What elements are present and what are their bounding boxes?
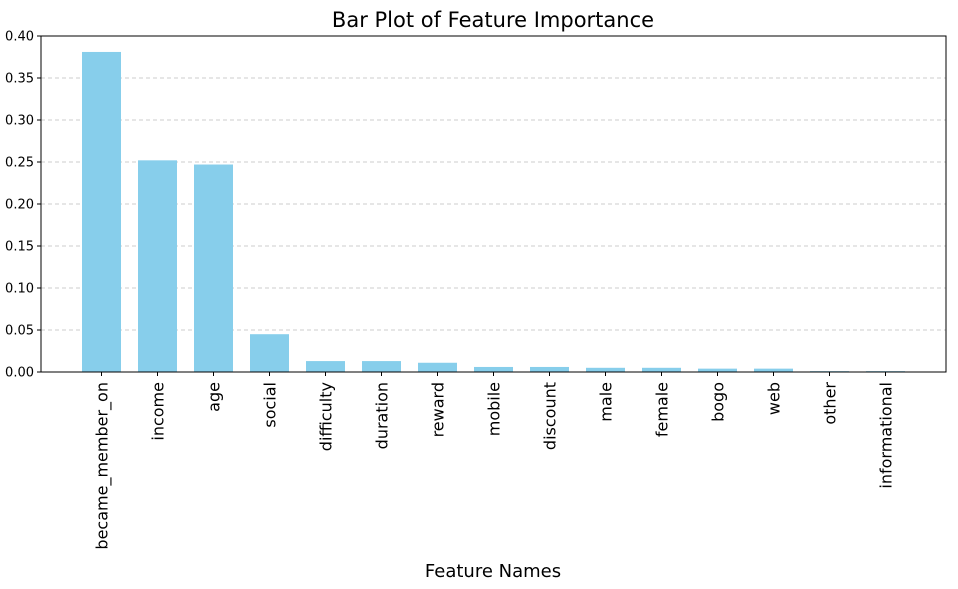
bar-income: [138, 160, 177, 372]
y-tick-label: 0.20: [5, 198, 34, 213]
bar-reward: [418, 362, 457, 372]
y-tick-label: 0.30: [5, 114, 34, 129]
y-tick-label: 0.40: [5, 30, 34, 45]
y-axis: 0.00 0.05 0.10 0.15 0.20 0.25 0.30 0.35 0.40: [5, 30, 41, 381]
y-tick-label: 0.10: [5, 282, 34, 297]
x-tick-label: web: [765, 382, 784, 415]
bar-social: [250, 334, 289, 372]
x-tick-label: social: [261, 382, 280, 428]
y-tick-label: 0.05: [5, 324, 34, 339]
x-axis-label: Feature Names: [425, 561, 561, 582]
x-tick-label: discount: [541, 382, 560, 450]
y-tick-label: 0.25: [5, 156, 34, 171]
x-tick-label: bogo: [709, 382, 728, 422]
bar-difficulty: [306, 361, 345, 372]
x-tick-label: difficulty: [317, 382, 336, 451]
bar-mobile: [474, 366, 513, 372]
x-tick-label: became_member_on: [93, 382, 113, 550]
chart-title: Bar Plot of Feature Importance: [332, 8, 654, 32]
x-tick-label: duration: [373, 382, 392, 449]
bar-female: [642, 367, 681, 372]
x-tick-label: income: [149, 382, 168, 441]
bar-age: [194, 164, 233, 372]
y-tick-label: 0.15: [5, 240, 34, 255]
bar-discount: [530, 366, 569, 372]
x-tick-label: mobile: [485, 382, 504, 436]
bar-male: [586, 367, 625, 372]
y-tick-label: 0.00: [5, 366, 34, 381]
bar-bogo: [698, 368, 737, 372]
bars: [82, 51, 905, 373]
x-axis: became_member_on income age social difficult…: [93, 372, 896, 550]
x-tick-label: male: [597, 382, 616, 422]
x-tick-label: age: [205, 382, 224, 412]
grid-lines: [41, 77, 946, 331]
x-tick-label: reward: [429, 382, 448, 437]
bar-web: [754, 368, 793, 372]
bar-duration: [362, 361, 401, 372]
x-tick-label: informational: [877, 382, 896, 489]
x-tick-label: other: [821, 382, 840, 425]
bar-became_member_on: [82, 51, 121, 373]
x-tick-label: female: [653, 382, 672, 437]
y-tick-label: 0.35: [5, 72, 34, 87]
